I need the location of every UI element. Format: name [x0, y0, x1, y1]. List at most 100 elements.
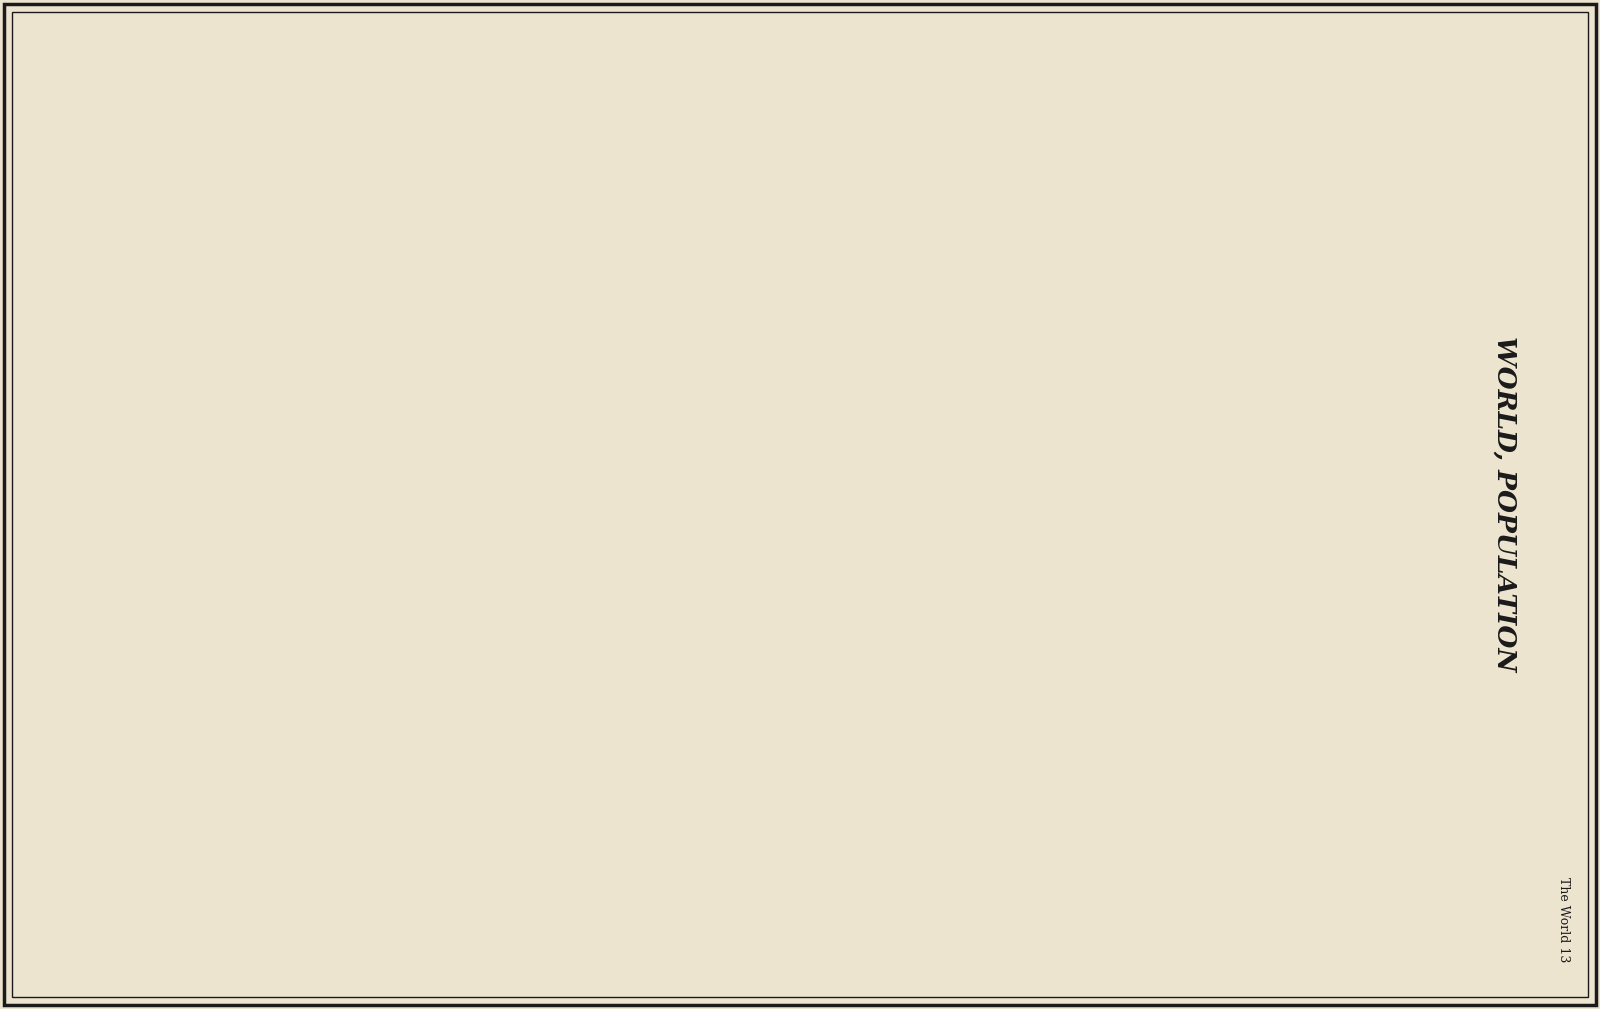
Polygon shape — [1195, 530, 1211, 561]
Polygon shape — [642, 410, 656, 483]
Polygon shape — [670, 675, 704, 706]
Bar — [482, 940, 515, 947]
Polygon shape — [1086, 333, 1157, 406]
Polygon shape — [594, 250, 638, 314]
Polygon shape — [518, 579, 536, 633]
Polygon shape — [635, 314, 648, 346]
Text: CHINA: CHINA — [582, 416, 618, 425]
Text: INDIA: INDIA — [514, 411, 546, 420]
Text: A R C T I C   O C E A N: A R C T I C O C E A N — [422, 96, 538, 105]
Text: NORTH
ATLANTIC
OCEAN: NORTH ATLANTIC OCEAN — [878, 283, 931, 317]
Polygon shape — [539, 304, 557, 367]
Polygon shape — [1178, 259, 1205, 301]
Polygon shape — [1150, 489, 1158, 510]
Text: "  100: " 100 — [627, 93, 658, 102]
Polygon shape — [461, 102, 514, 314]
Polygon shape — [490, 441, 526, 600]
Bar — [482, 956, 515, 963]
Polygon shape — [490, 304, 522, 420]
Polygon shape — [659, 537, 675, 548]
Polygon shape — [435, 129, 456, 203]
Text: O C E A N: O C E A N — [654, 561, 706, 569]
Polygon shape — [1051, 459, 1214, 793]
Polygon shape — [691, 494, 696, 516]
Bar — [448, 956, 482, 963]
Text: British Statute Miles 69·26 = 1 Degree: British Statute Miles 69·26 = 1 Degree — [382, 914, 547, 922]
Text: Distances are true on each centre meridian
and along all parallels of latitude: Distances are true on each centre meridi… — [373, 974, 557, 993]
Text: "  50: " 50 — [627, 113, 651, 122]
Text: TIBET: TIBET — [704, 446, 731, 454]
Text: SOUTH
ATLANTIC
OCEAN: SOUTH ATLANTIC OCEAN — [893, 683, 947, 717]
Bar — [832, 525, 1410, 982]
Polygon shape — [510, 410, 533, 462]
Bar — [608, 173, 624, 189]
Polygon shape — [1050, 233, 1210, 364]
Polygon shape — [507, 123, 605, 214]
Polygon shape — [526, 283, 547, 346]
Polygon shape — [456, 250, 474, 288]
Text: 0: 0 — [378, 949, 382, 957]
Polygon shape — [666, 483, 691, 527]
Polygon shape — [472, 271, 491, 314]
Polygon shape — [651, 271, 669, 293]
Polygon shape — [1120, 510, 1136, 571]
Polygon shape — [669, 377, 677, 388]
Polygon shape — [432, 235, 443, 277]
Polygon shape — [482, 335, 494, 377]
Polygon shape — [498, 271, 510, 304]
Polygon shape — [982, 175, 1010, 196]
Bar — [448, 940, 482, 947]
Text: 1000: 1000 — [427, 949, 446, 957]
Bar — [608, 68, 624, 84]
Polygon shape — [1157, 406, 1179, 438]
Text: HAWAIIAN IS.: HAWAIIAN IS. — [717, 472, 763, 477]
Bar — [608, 131, 624, 147]
Text: NORTH
ATLANTIC
OCEAN: NORTH ATLANTIC OCEAN — [115, 331, 174, 369]
Polygon shape — [640, 335, 650, 367]
Polygon shape — [442, 219, 456, 256]
Bar — [600, 42, 765, 197]
Polygon shape — [554, 314, 610, 462]
Polygon shape — [422, 198, 432, 235]
Text: A U S T R A L I A: A U S T R A L I A — [666, 613, 774, 627]
Polygon shape — [466, 177, 482, 240]
Polygon shape — [406, 155, 419, 172]
Polygon shape — [600, 356, 613, 388]
Text: Copyright - John Bartholomew & Son, Ltd: Copyright - John Bartholomew & Son, Ltd — [1240, 990, 1400, 998]
Bar — [38, 28, 1410, 982]
Text: LIBYA: LIBYA — [258, 416, 283, 424]
Polygon shape — [602, 452, 606, 462]
Text: WORLD, POPULATION: WORLD, POPULATION — [1493, 336, 1517, 672]
Text: Kilometres 111·9 = 1 Degree: Kilometres 111·9 = 1 Degree — [403, 946, 526, 954]
Polygon shape — [414, 271, 435, 314]
Polygon shape — [678, 410, 696, 452]
Polygon shape — [1069, 43, 1242, 281]
Bar — [38, 28, 1410, 982]
Text: 3000: 3000 — [539, 949, 560, 957]
Polygon shape — [451, 441, 512, 532]
Polygon shape — [1059, 469, 1075, 510]
Bar — [832, 28, 1410, 515]
Polygon shape — [1162, 601, 1178, 632]
Text: U N I T E D   S T A T E S: U N I T E D S T A T E S — [1018, 360, 1142, 369]
Polygon shape — [1091, 712, 1114, 773]
Bar — [381, 956, 414, 963]
Text: "  8: " 8 — [627, 155, 645, 164]
Polygon shape — [1182, 369, 1227, 396]
Polygon shape — [1029, 112, 1074, 196]
Text: The Edinburgh Geographical Institute: The Edinburgh Geographical Institute — [45, 990, 190, 998]
Text: P A C I F I C: P A C I F I C — [650, 536, 710, 545]
Polygon shape — [667, 325, 675, 341]
Polygon shape — [443, 266, 461, 309]
Text: I N D I A N   O C E A N: I N D I A N O C E A N — [414, 695, 546, 705]
Text: Re-centred Sinusoidal
Equal-Area Projection
Bartholomew: Re-centred Sinusoidal Equal-Area Project… — [45, 44, 154, 82]
Polygon shape — [469, 478, 482, 532]
Polygon shape — [1219, 385, 1248, 406]
Bar — [1414, 12, 1587, 997]
Polygon shape — [654, 277, 678, 330]
Polygon shape — [462, 548, 515, 685]
Bar — [515, 940, 550, 947]
Text: Over 300: Over 300 — [627, 72, 674, 81]
Polygon shape — [416, 219, 422, 229]
Polygon shape — [394, 314, 488, 483]
